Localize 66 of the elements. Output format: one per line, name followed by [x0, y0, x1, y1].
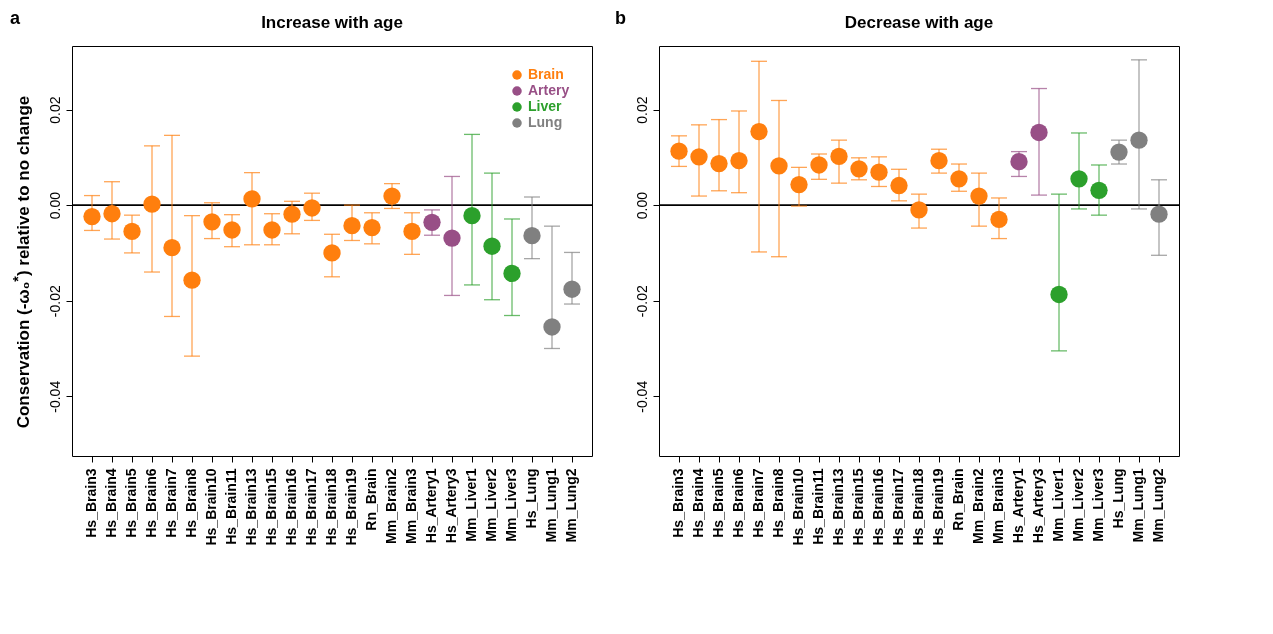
- x-tick-label: Hs_Brain11: [810, 468, 826, 545]
- x-tick-label: Hs_Brain5: [710, 468, 726, 538]
- legend-label: Brain: [528, 66, 564, 82]
- x-tick-label: Mm_Brain3: [403, 468, 419, 544]
- x-tick-label: Hs_Brain6: [143, 468, 159, 538]
- x-tick-label: Hs_Brain18: [910, 468, 926, 546]
- y-tick-label: -0.02: [633, 285, 650, 318]
- x-tick-label: Rn_Brain: [950, 468, 966, 531]
- y-tick-label: -0.04: [46, 380, 63, 413]
- legend-label: Artery: [528, 82, 570, 98]
- x-tick-label: Mm_Liver2: [483, 468, 499, 542]
- x-tick-label: Hs_Brain8: [770, 468, 786, 538]
- y-tick-label: -0.04: [633, 380, 650, 413]
- y-tick-label: 0.00: [46, 191, 63, 220]
- x-tick-label: Mm_Lung1: [543, 468, 559, 543]
- x-tick-label: Hs_Brain8: [183, 468, 199, 538]
- x-tick-label: Hs_Brain15: [850, 468, 866, 546]
- x-tick-label: Hs_Lung: [523, 468, 539, 529]
- x-tick-label: Hs_Brain7: [750, 468, 766, 538]
- x-tick-label: Hs_Brain19: [343, 468, 359, 546]
- x-tick-label: Mm_Liver1: [1050, 468, 1066, 542]
- x-tick-label: Mm_Lung2: [1150, 468, 1166, 543]
- x-tick-label: Mm_Brain2: [970, 468, 986, 544]
- x-tick-label: Mm_Brain2: [383, 468, 399, 544]
- x-tick-label: Hs_Brain11: [223, 468, 239, 545]
- x-tick-label: Mm_Liver2: [1070, 468, 1086, 542]
- x-tick-label: Hs_Brain13: [830, 468, 846, 546]
- x-tick-label: Hs_Brain17: [890, 468, 906, 546]
- x-tick-label: Hs_Brain19: [930, 468, 946, 546]
- x-tick-label: Mm_Lung2: [563, 468, 579, 543]
- y-tick-label: 0.02: [46, 96, 63, 124]
- x-tick-label: Hs_Brain13: [243, 468, 259, 546]
- x-tick-label: Mm_Lung1: [1130, 468, 1146, 543]
- x-tick-label: Hs_Brain3: [670, 468, 686, 538]
- x-tick-label: Hs_Brain17: [303, 468, 319, 546]
- x-tick-label: Hs_Brain6: [730, 468, 746, 538]
- text: a: [10, 8, 21, 29]
- y-tick-label: 0.00: [633, 191, 650, 220]
- chart-title: Increase with age: [261, 13, 403, 32]
- x-tick-label: Hs_Artery1: [1010, 468, 1026, 544]
- legend-label: Lung: [528, 114, 563, 130]
- x-tick-label: Hs_Brain18: [323, 468, 339, 546]
- x-tick-label: Hs_Brain10: [203, 468, 219, 546]
- x-tick-label: Hs_Brain5: [123, 468, 139, 538]
- x-tick-label: Hs_Brain4: [690, 468, 706, 538]
- x-tick-label: Mm_Liver3: [1090, 468, 1106, 542]
- text: b: [615, 8, 626, 29]
- legend-label: Liver: [528, 98, 563, 114]
- y-tick-label: 0.02: [633, 96, 650, 124]
- x-tick-label: Mm_Liver1: [463, 468, 479, 542]
- x-tick-label: Hs_Brain10: [790, 468, 806, 546]
- x-tick-label: Hs_Brain4: [103, 468, 119, 538]
- chart-title: Decrease with age: [844, 13, 994, 32]
- x-tick-label: Hs_Brain16: [870, 468, 886, 546]
- x-tick-label: Hs_Artery3: [443, 468, 459, 544]
- x-tick-label: Hs_Brain16: [283, 468, 299, 546]
- y-tick-label: -0.02: [46, 285, 63, 318]
- x-tick-label: Hs_Brain3: [83, 468, 99, 538]
- x-tick-label: Hs_Lung: [1110, 468, 1126, 529]
- x-tick-label: Hs_Brain7: [163, 468, 179, 538]
- x-tick-label: Hs_Brain15: [263, 468, 279, 546]
- x-tick-label: Hs_Artery1: [423, 468, 439, 544]
- x-tick-label: Hs_Artery3: [1030, 468, 1046, 544]
- x-tick-label: Mm_Liver3: [503, 468, 519, 542]
- x-tick-label: Mm_Brain3: [990, 468, 1006, 544]
- x-tick-label: Rn_Brain: [363, 468, 379, 531]
